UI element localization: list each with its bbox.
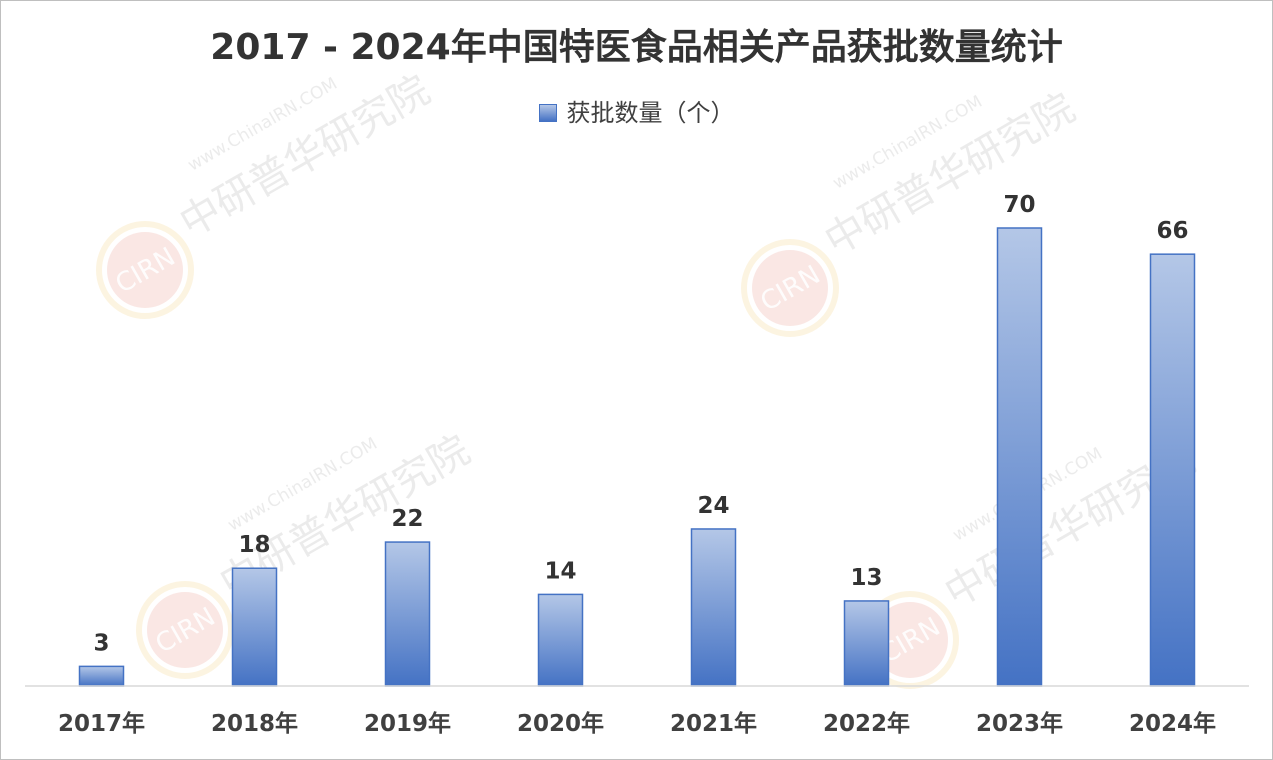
x-tick-label-4: 2021年 bbox=[670, 710, 757, 737]
bar-1 bbox=[231, 567, 278, 687]
bar-4 bbox=[690, 528, 737, 687]
legend-label: 获批数量（个） bbox=[566, 99, 735, 127]
x-tick-label-1: 2018年 bbox=[211, 710, 298, 737]
bar-3 bbox=[537, 593, 584, 687]
x-tick-label-7: 2024年 bbox=[1129, 710, 1216, 737]
bar-5 bbox=[843, 600, 890, 687]
data-label-7: 66 bbox=[1156, 218, 1188, 244]
x-tick-label-5: 2022年 bbox=[823, 710, 910, 737]
watermark-1 bbox=[99, 67, 438, 316]
data-label-2: 22 bbox=[391, 506, 423, 532]
chart-title: 2017 - 2024年中国特医食品相关产品获批数量统计 bbox=[210, 27, 1063, 68]
bar-7 bbox=[1149, 253, 1196, 687]
data-label-6: 70 bbox=[1003, 192, 1035, 218]
x-tick-label-0: 2017年 bbox=[58, 710, 145, 737]
bar-2 bbox=[384, 541, 431, 687]
legend-swatch bbox=[538, 104, 557, 122]
data-label-3: 14 bbox=[544, 558, 576, 584]
bars-group bbox=[78, 227, 1196, 687]
chart-legend: 获批数量（个） bbox=[0, 93, 1273, 128]
x-tick-label-3: 2020年 bbox=[517, 710, 604, 737]
data-label-1: 18 bbox=[238, 532, 270, 558]
data-label-5: 13 bbox=[850, 565, 882, 591]
data-label-0: 3 bbox=[93, 630, 109, 656]
x-tick-label-2: 2019年 bbox=[364, 710, 451, 737]
bar-0 bbox=[78, 665, 125, 687]
labels-group: 3 2017年 18 2018年 22 2019年 14 2020年 24 2021年 13 2022… bbox=[58, 192, 1216, 737]
x-tick-label-6: 2023年 bbox=[976, 710, 1063, 737]
bar-6 bbox=[996, 227, 1043, 687]
data-label-4: 24 bbox=[697, 493, 729, 519]
